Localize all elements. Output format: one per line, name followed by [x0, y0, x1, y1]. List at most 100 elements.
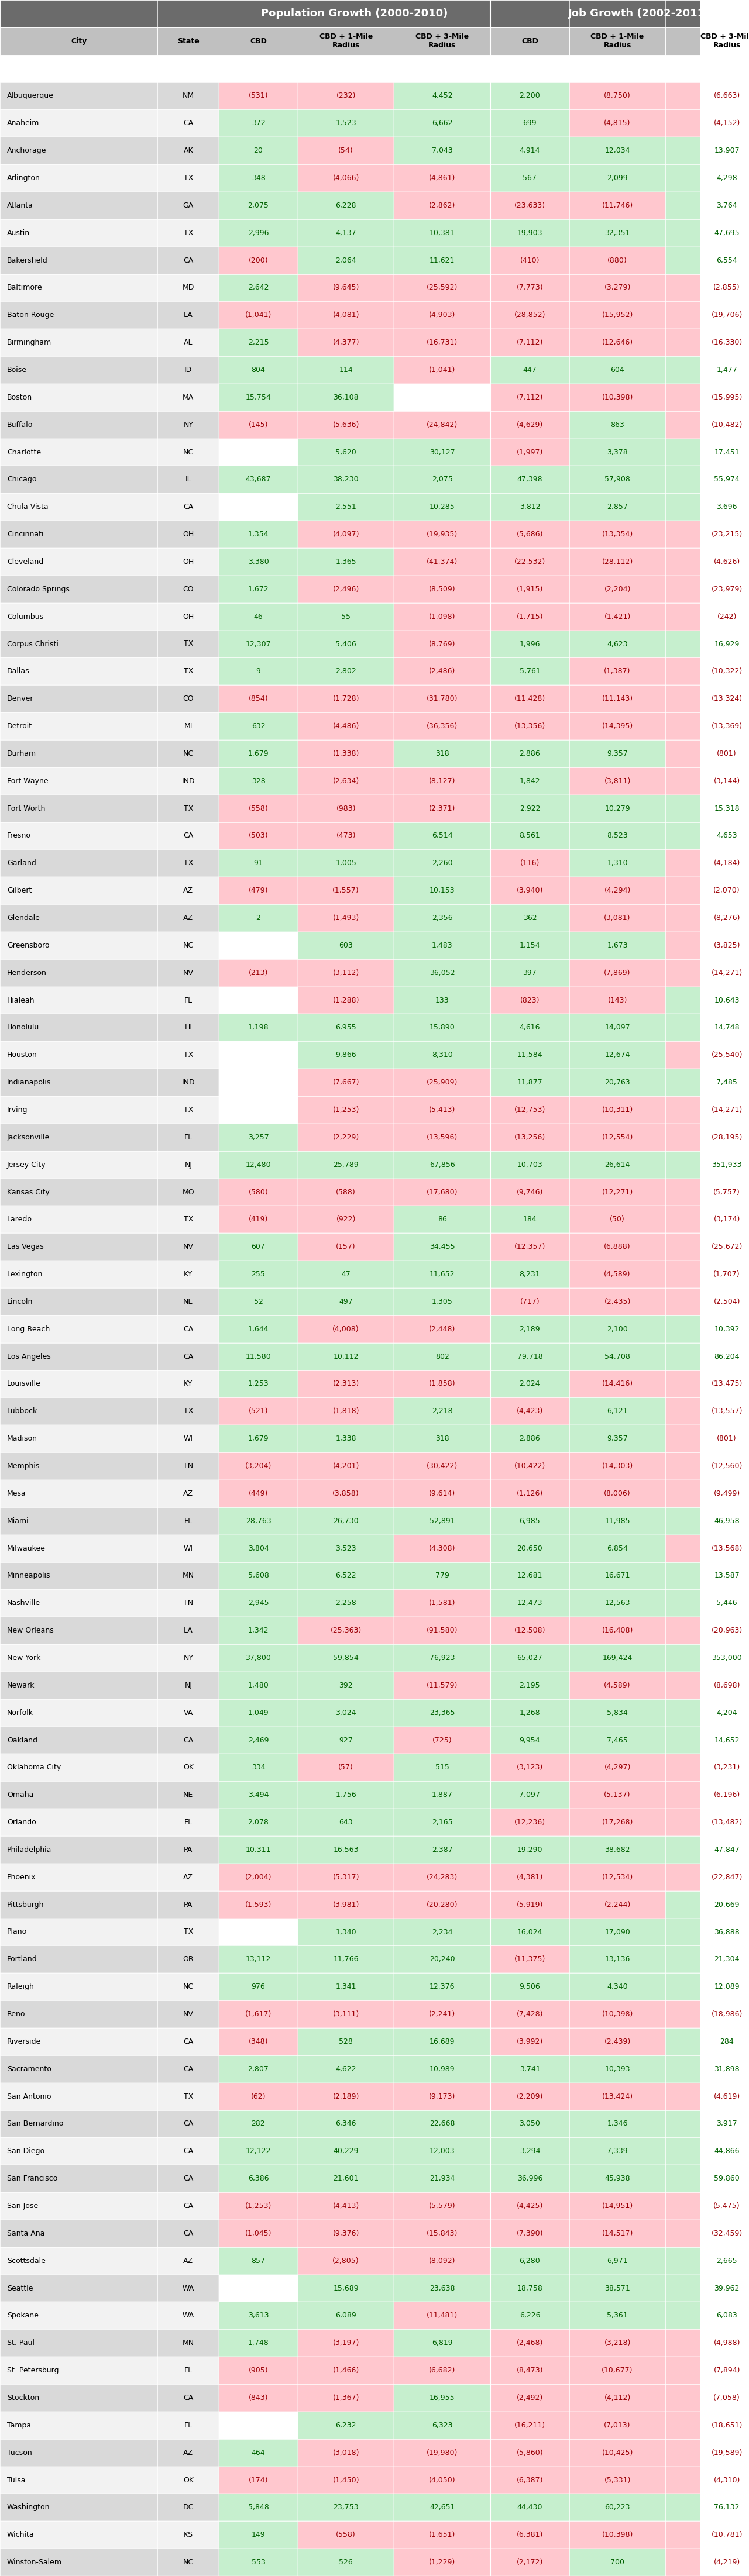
Text: (4,152): (4,152)	[714, 118, 740, 126]
Bar	[569, 1862, 666, 1891]
Text: Oklahoma City: Oklahoma City	[7, 1765, 61, 1772]
Bar	[298, 850, 394, 876]
Bar	[298, 2027, 394, 2056]
Bar	[157, 330, 219, 355]
Bar	[569, 850, 666, 876]
Text: 2,945: 2,945	[248, 1600, 269, 1607]
Text: IL: IL	[185, 477, 192, 484]
Text: 12,563: 12,563	[604, 1600, 630, 1607]
Bar	[394, 1808, 491, 1837]
Text: (213): (213)	[249, 969, 268, 976]
Bar	[219, 1479, 298, 1507]
Text: GA: GA	[183, 201, 194, 209]
Bar	[394, 1316, 491, 1342]
Bar	[298, 1618, 394, 1643]
Bar	[219, 2439, 298, 2465]
Text: WA: WA	[182, 2285, 194, 2293]
Bar	[569, 2110, 666, 2138]
Bar	[569, 2494, 666, 2522]
Text: NY: NY	[184, 1654, 193, 1662]
Text: CA: CA	[184, 118, 193, 126]
Bar	[666, 933, 749, 958]
Text: 46,958: 46,958	[714, 1517, 739, 1525]
Text: 11,985: 11,985	[604, 1517, 630, 1525]
Text: (14,517): (14,517)	[601, 2231, 633, 2236]
Bar	[394, 1837, 491, 1862]
Text: IND: IND	[182, 1079, 195, 1087]
Text: 15,890: 15,890	[429, 1023, 455, 1030]
Text: CA: CA	[184, 1324, 193, 1332]
Text: (6,888): (6,888)	[604, 1244, 631, 1252]
Bar	[666, 739, 749, 768]
Text: 114: 114	[339, 366, 353, 374]
Bar	[219, 492, 298, 520]
Bar	[491, 1370, 569, 1399]
Bar	[157, 1370, 219, 1399]
Text: Fort Worth: Fort Worth	[7, 804, 45, 811]
Text: 9,954: 9,954	[519, 1736, 540, 1744]
Text: (10,311): (10,311)	[601, 1105, 633, 1113]
Bar	[0, 2439, 157, 2465]
Bar	[394, 714, 491, 739]
Bar	[491, 1726, 569, 1754]
Bar	[569, 384, 666, 412]
Text: (13,557): (13,557)	[712, 1406, 742, 1414]
Text: 2,469: 2,469	[248, 1736, 269, 1744]
Text: 47: 47	[342, 1270, 351, 1278]
Bar	[491, 2329, 569, 2357]
Bar	[219, 2357, 298, 2385]
Bar	[0, 2002, 157, 2027]
Bar	[0, 1973, 157, 2002]
Bar	[0, 2246, 157, 2275]
Bar	[298, 1535, 394, 1561]
Text: (4,219): (4,219)	[714, 2558, 740, 2566]
Text: 1,756: 1,756	[336, 1790, 357, 1798]
Bar	[666, 2329, 749, 2357]
Text: Irving: Irving	[7, 1105, 28, 1113]
Text: Raleigh: Raleigh	[7, 1984, 34, 1991]
Bar	[491, 2221, 569, 2246]
Bar	[569, 1672, 666, 1700]
Text: (4,903): (4,903)	[429, 312, 455, 319]
Text: 2,024: 2,024	[519, 1381, 540, 1388]
Bar	[491, 1700, 569, 1726]
Bar	[0, 355, 157, 384]
Bar	[394, 2027, 491, 2056]
Text: VA: VA	[184, 1708, 193, 1716]
Bar	[394, 1479, 491, 1507]
Text: Tucson: Tucson	[7, 2450, 32, 2458]
Text: 15,754: 15,754	[246, 394, 271, 402]
Bar	[157, 1316, 219, 1342]
Bar	[394, 191, 491, 219]
Text: (10,398): (10,398)	[601, 394, 633, 402]
Bar	[0, 1535, 157, 1561]
Bar	[569, 1399, 666, 1425]
Bar	[569, 1535, 666, 1561]
Bar	[569, 412, 666, 438]
Bar	[298, 1123, 394, 1151]
Bar	[298, 165, 394, 191]
Bar	[491, 2385, 569, 2411]
Bar	[219, 904, 298, 933]
Text: 334: 334	[252, 1765, 265, 1772]
Text: (2,504): (2,504)	[714, 1298, 740, 1306]
Text: (7,894): (7,894)	[714, 2367, 740, 2375]
Bar	[666, 2522, 749, 2548]
Text: 20,650: 20,650	[517, 1546, 542, 1553]
Bar	[666, 492, 749, 520]
Bar	[666, 1561, 749, 1589]
Bar	[219, 1589, 298, 1618]
Bar	[569, 958, 666, 987]
Text: Columbus: Columbus	[7, 613, 43, 621]
Text: NC: NC	[183, 1984, 193, 1991]
Text: (3,992): (3,992)	[517, 2038, 543, 2045]
Text: 1,523: 1,523	[336, 118, 357, 126]
Text: Fort Wayne: Fort Wayne	[7, 778, 49, 786]
Bar	[569, 2221, 666, 2246]
Text: 12,122: 12,122	[246, 2148, 271, 2156]
Bar	[157, 2329, 219, 2357]
Text: (8,769): (8,769)	[429, 641, 455, 647]
Bar	[157, 1069, 219, 1097]
Text: FL: FL	[184, 1133, 192, 1141]
Text: HI: HI	[184, 1023, 192, 1030]
